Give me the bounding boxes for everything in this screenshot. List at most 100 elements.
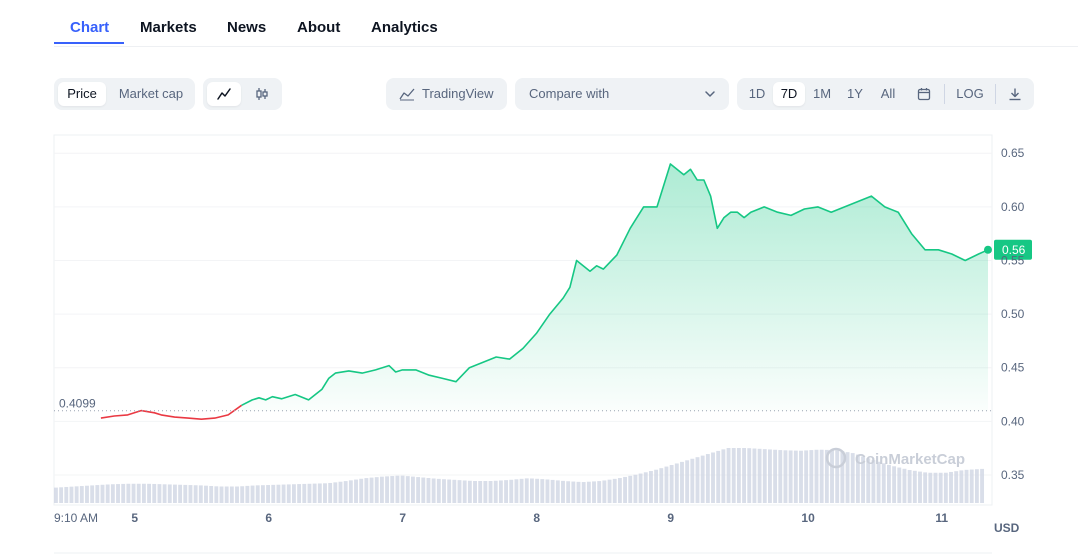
open-price-label: 0.4099 (59, 397, 96, 411)
volume-bar (79, 486, 84, 503)
volume-bar (824, 449, 829, 503)
price-line-down (100, 404, 243, 421)
y-tick-label: 0.35 (1001, 468, 1025, 482)
volume-bar (980, 468, 985, 503)
market-cap-button[interactable]: Market cap (118, 86, 184, 101)
open-price-reference: 0.4099 0.56 (54, 239, 1032, 412)
volume-bar (633, 474, 638, 503)
tab-about[interactable]: About (297, 19, 341, 36)
range-divider (944, 84, 945, 104)
volume-bar (271, 484, 276, 503)
tab-markets[interactable]: Markets (140, 19, 197, 36)
volume-bar (431, 478, 436, 503)
price-button[interactable]: Price (58, 82, 106, 106)
volume-bar (59, 487, 64, 503)
range-all[interactable]: All (880, 86, 896, 101)
volume-bar (147, 483, 152, 503)
volume-bar (592, 481, 596, 503)
volume-bar (240, 486, 245, 503)
volume-bar (887, 464, 891, 503)
tab-news[interactable]: News (227, 19, 267, 36)
x-tick-label: 10 (801, 511, 815, 525)
calendar-button[interactable] (908, 82, 940, 106)
download-button[interactable] (1000, 82, 1030, 106)
volume-bar (519, 478, 524, 503)
volume-bar (183, 484, 188, 503)
volume-bar (690, 458, 695, 503)
volume-bars (54, 448, 985, 503)
volume-bar (467, 480, 472, 503)
log-scale-button[interactable]: LOG (956, 86, 984, 101)
range-1y[interactable]: 1Y (847, 86, 863, 101)
x-tick-label: 5 (131, 511, 138, 525)
volume-bar (530, 478, 534, 503)
volume-bar (747, 448, 752, 503)
chevron-down-icon (705, 91, 715, 97)
volume-bar (152, 483, 157, 503)
tradingview-button[interactable]: TradingView (386, 78, 507, 110)
volume-bar (540, 479, 545, 503)
volume-bar (462, 480, 467, 503)
volume-bar (369, 477, 374, 503)
line-chart-button[interactable] (207, 82, 241, 106)
volume-bar (229, 486, 234, 503)
volume-bar (783, 450, 788, 503)
volume-bar (338, 481, 343, 503)
volume-bar (74, 486, 79, 503)
range-1d[interactable]: 1D (748, 86, 766, 101)
volume-bar (105, 484, 110, 503)
volume-bar (188, 485, 193, 503)
x-tick-label: 11 (935, 511, 948, 525)
volume-bar (954, 471, 959, 503)
volume-bar (597, 481, 602, 503)
tab-bar: Chart Markets News About Analytics (54, 0, 1078, 47)
volume-bar (400, 475, 405, 503)
volume-bar (379, 476, 384, 503)
volume-bar (307, 483, 312, 503)
volume-bar (581, 482, 586, 503)
compare-with-label: Compare with (529, 86, 610, 101)
last-price-badge (994, 239, 1032, 260)
price-marketcap-toggle: Price Market cap (54, 78, 195, 110)
volume-bar (276, 484, 281, 503)
volume-bar (385, 476, 390, 503)
candlestick-button[interactable] (245, 82, 279, 106)
volume-bar (100, 484, 105, 503)
volume-bar (447, 479, 452, 503)
volume-bar (167, 484, 172, 503)
watermark-text: CoinMarketCap (855, 451, 965, 468)
volume-bar (778, 450, 783, 503)
volume-bar (964, 469, 969, 503)
volume-bar (830, 450, 834, 503)
volume-bar (643, 472, 648, 503)
range-7d[interactable]: 7D (773, 82, 805, 106)
range-1m[interactable]: 1M (812, 86, 832, 101)
tab-analytics[interactable]: Analytics (371, 19, 438, 36)
volume-bar (204, 485, 208, 503)
volume-bar (498, 480, 503, 503)
volume-bar (302, 483, 307, 503)
volume-bar (654, 469, 659, 503)
line-chart-icon (217, 88, 231, 100)
y-tick-label: 0.50 (1001, 307, 1025, 321)
y-axis: 0.65 0.60 0.55 0.50 0.45 0.40 0.35 USD (994, 146, 1025, 535)
volume-bar (866, 458, 871, 503)
volume-bar (328, 482, 333, 503)
volume-bar (478, 481, 483, 503)
active-tab-indicator (54, 42, 124, 44)
volume-bar (855, 454, 860, 503)
volume-bar (566, 481, 571, 503)
tab-chart[interactable]: Chart (70, 19, 110, 36)
volume-bar (312, 483, 317, 503)
compare-with-select[interactable]: Compare with (515, 78, 729, 110)
volume-bar (250, 485, 255, 503)
volume-bar (126, 483, 131, 503)
volume-bar (752, 448, 757, 503)
volume-bar (928, 472, 933, 503)
y-tick-label: 0.65 (1001, 146, 1025, 160)
volume-bar (509, 479, 514, 503)
volume-bar (612, 478, 617, 503)
volume-bar (235, 486, 239, 503)
volume-bar (514, 479, 519, 503)
